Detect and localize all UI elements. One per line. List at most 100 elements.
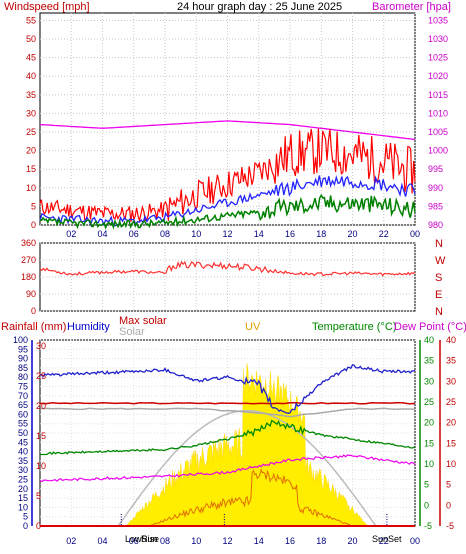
rain-tick-label: 85: [18, 363, 28, 373]
dew-tick-label: 20: [446, 418, 456, 428]
wind-speed-line: [39, 193, 416, 230]
max-solar-line: [39, 401, 416, 405]
rain-tick-label: 55: [18, 419, 28, 429]
x-tick-label: 02: [66, 229, 76, 239]
wind-direction-line: [39, 260, 416, 277]
windspeed-tick-label: 10: [26, 183, 36, 193]
x-tick-label: 04: [97, 536, 107, 546]
dew-tick-label: 15: [446, 438, 456, 448]
wind-average-line: [39, 175, 416, 227]
humidity-tick-label: 20: [36, 401, 46, 411]
dew-tick-label: 5: [446, 480, 451, 490]
panel1-series: [39, 120, 416, 230]
dew-tick-label: 25: [446, 397, 456, 407]
temp-tick-label: 40: [424, 335, 434, 345]
rain-tick-label: 100: [13, 335, 28, 345]
windspeed-axis-title: Windspeed [mph]: [4, 1, 90, 13]
humidity-tick-label: 30: [36, 341, 46, 351]
panel-solar-temp: 0510152025303540455055606570758085909510…: [1, 315, 466, 546]
compass-label: S: [435, 272, 442, 284]
barometer-tick-label: 1015: [428, 90, 448, 100]
x-tick-label: 14: [254, 536, 264, 546]
x-tick-label: 06: [129, 536, 139, 546]
dew-tick-label: 30: [446, 376, 456, 386]
barometer-tick-label: 990: [428, 183, 443, 193]
low-sun-marker: LowSun: [125, 534, 158, 544]
rain-tick-label: 40: [18, 447, 28, 457]
temp-tick-label: 15: [424, 438, 434, 448]
temp-tick-label: -5: [424, 521, 432, 531]
wind-gust-line: [39, 128, 416, 223]
rain-tick-label: 5: [23, 512, 28, 522]
barometer-tick-label: 980: [428, 220, 443, 230]
windspeed-tick-label: 45: [26, 53, 36, 63]
compass-label: N: [435, 238, 443, 250]
x-tick-label: 02: [66, 536, 76, 546]
x-tick-label: 08: [160, 229, 170, 239]
x-tick-label: 20: [347, 536, 357, 546]
rain-tick-label: 60: [18, 409, 28, 419]
barometer-tick-label: 1035: [428, 15, 448, 25]
barometer-tick-label: 1030: [428, 34, 448, 44]
barometer-line: [39, 120, 416, 141]
x-tick-label: 18: [316, 229, 326, 239]
x-tick-label: 00: [410, 229, 420, 239]
panel2-grid: [40, 242, 416, 312]
rain-tick-label: 95: [18, 344, 28, 354]
dew-tick-label: 35: [446, 356, 456, 366]
barometer-tick-label: 995: [428, 164, 443, 174]
windspeed-tick-label: 25: [26, 127, 36, 137]
rain-tick-label: 70: [18, 391, 28, 401]
windspeed-tick-label: 5: [31, 201, 36, 211]
rain-tick-label: 35: [18, 456, 28, 466]
solar-label: Solar: [119, 326, 145, 338]
rain-tick-label: 10: [18, 502, 28, 512]
humidity-label: Humidity: [67, 321, 110, 333]
compass-label: N: [435, 306, 443, 318]
x-tick-label: 12: [222, 229, 232, 239]
sunrise-marker: Rise: [141, 534, 159, 544]
windspeed-tick-label: 50: [26, 34, 36, 44]
panel1-x-ticks: 02 04 06 08 10 12 14 16 18 20 22 00: [66, 229, 420, 239]
x-tick-label: 06: [129, 229, 139, 239]
x-tick-label: 22: [379, 536, 389, 546]
uv-label: UV: [245, 321, 261, 333]
rain-tick-label: 75: [18, 382, 28, 392]
dew-tick-label: -5: [446, 521, 454, 531]
dew-tick-label: 40: [446, 335, 456, 345]
humidity-tick-label: 5: [36, 491, 41, 501]
barometer-tick-label: 1010: [428, 108, 448, 118]
x-tick-label: 08: [160, 536, 170, 546]
rain-axis-ticks: 0510152025303540455055606570758085909510…: [13, 335, 28, 531]
barometer-tick-label: 1020: [428, 71, 448, 81]
dew-point-label: Dew Point (°C): [394, 321, 466, 333]
solar-area: [125, 363, 369, 527]
humidity-line: [39, 364, 416, 414]
uv-line: [149, 468, 353, 527]
rain-tick-label: 25: [18, 475, 28, 485]
direction-tick-label: 180: [21, 272, 36, 282]
rain-tick-label: 50: [18, 428, 28, 438]
panel2-series: [39, 260, 416, 277]
compass-label: W: [435, 255, 446, 267]
rain-tick-label: 30: [18, 465, 28, 475]
humidity-tick-label: 25: [36, 371, 46, 381]
temp-tick-label: 20: [424, 418, 434, 428]
solar-line: [39, 407, 416, 418]
barometer-axis-ticks: 980 985 990 995 1000 1005 1010 1015 1020 1025 1030…: [428, 15, 448, 230]
x-tick-label: 10: [191, 229, 201, 239]
sunset-marker: SunSet: [372, 534, 402, 544]
dew-tick-label: 0: [446, 500, 451, 510]
direction-axis-ticks: 360 270 180 90 0: [21, 238, 36, 316]
windspeed-tick-label: 0: [31, 220, 36, 230]
rain-tick-label: 90: [18, 354, 28, 364]
temp-tick-label: 35: [424, 356, 434, 366]
temperature-line: [39, 419, 416, 456]
temperature-label: Temperature (°C): [312, 321, 396, 333]
max-solar-curve: [117, 409, 377, 527]
